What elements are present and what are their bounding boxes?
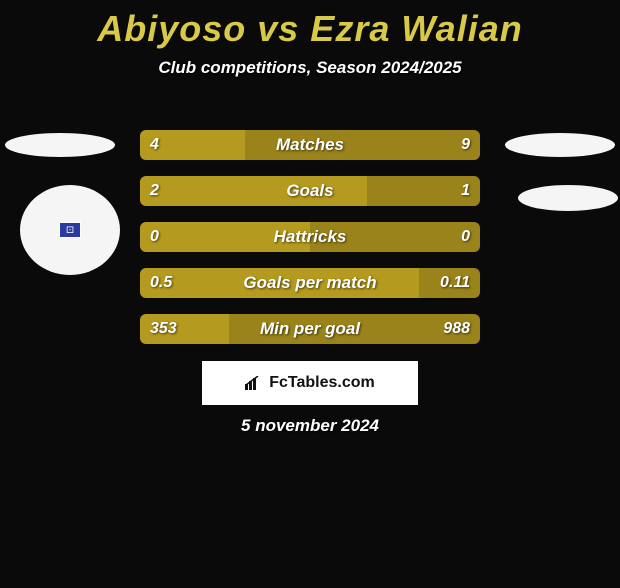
flag-glyph: ⚀ (66, 225, 74, 236)
stat-row: 49Matches (140, 130, 480, 160)
stat-label: Hattricks (140, 222, 480, 252)
player-left-avatar-bottom: ⚀ (20, 185, 120, 275)
stat-row: 353988Min per goal (140, 314, 480, 344)
brand-logo-icon (245, 376, 263, 390)
brand-badge: FcTables.com (202, 361, 418, 405)
page-title: Abiyoso vs Ezra Walian (0, 8, 620, 50)
date-text: 5 november 2024 (0, 416, 620, 436)
subtitle: Club competitions, Season 2024/2025 (0, 58, 620, 78)
player-right-avatar-bottom (518, 185, 618, 211)
stat-label: Min per goal (140, 314, 480, 344)
stat-row: 00Hattricks (140, 222, 480, 252)
player-right-avatar-top (505, 133, 615, 157)
player-left-avatar-top (5, 133, 115, 157)
stat-row: 0.50.11Goals per match (140, 268, 480, 298)
flag-icon: ⚀ (59, 222, 81, 238)
stat-label: Matches (140, 130, 480, 160)
stats-bars: 49Matches 21Goals 00Hattricks 0.50.11Goals … (140, 130, 480, 360)
stat-label: Goals (140, 176, 480, 206)
brand-text: FcTables.com (269, 374, 375, 392)
stat-label: Goals per match (140, 268, 480, 298)
stat-row: 21Goals (140, 176, 480, 206)
